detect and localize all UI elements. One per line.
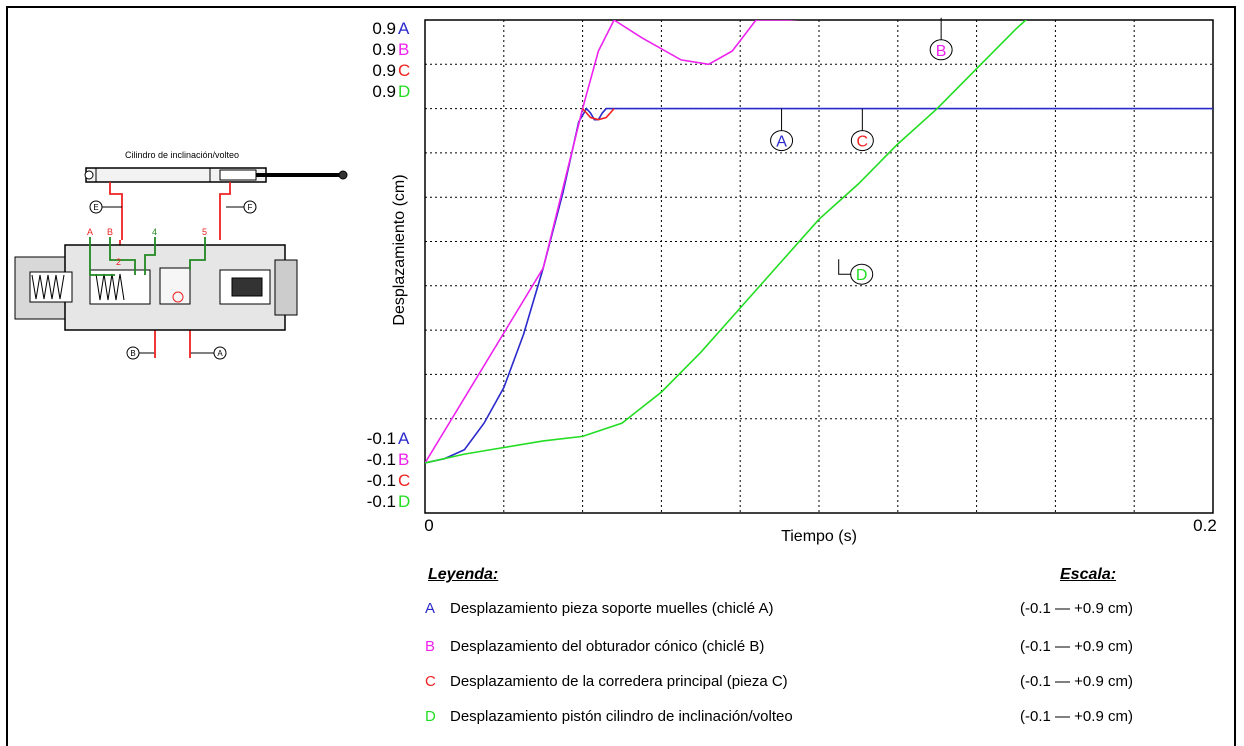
callout-bubble-A bbox=[770, 130, 794, 152]
legend-text-C: Desplazamiento de la corredera principal… bbox=[450, 673, 788, 690]
y-max-value-A: 0.9 bbox=[372, 19, 396, 38]
legend-title: Leyenda: bbox=[428, 566, 499, 583]
valve-diagram: Cilindro de inclinación/volteo E F bbox=[14, 150, 348, 360]
bubble-B-label: B bbox=[130, 349, 135, 358]
y-min-value-B: -0.1 bbox=[367, 450, 396, 469]
y-min-value-C: -0.1 bbox=[367, 471, 396, 490]
callout-label-D: D bbox=[856, 267, 868, 284]
tilt-cylinder bbox=[84, 167, 348, 183]
legend-scale-A: (-0.1 — +0.9 cm) bbox=[1020, 600, 1133, 617]
series-layer bbox=[425, 20, 1213, 464]
port-labels: A B 4 5 2 bbox=[87, 227, 207, 267]
series-line-D bbox=[425, 20, 1028, 464]
figure-frame bbox=[6, 6, 1236, 746]
y-min-letter-D: D bbox=[398, 492, 410, 511]
legend-item-A: A Desplazamiento pieza soporte muelles (… bbox=[420, 600, 1210, 620]
bubble-F-label: F bbox=[248, 203, 253, 212]
bubble-F: F bbox=[226, 200, 257, 214]
bubble-E: E bbox=[89, 200, 122, 214]
y-max-letter-C: C bbox=[398, 61, 410, 80]
legend-letter-C: C bbox=[425, 673, 436, 690]
y-max-value-C: 0.9 bbox=[372, 61, 396, 80]
legend-scale-D: (-0.1 — +0.9 cm) bbox=[1020, 708, 1133, 725]
legend-letter-B: B bbox=[425, 638, 436, 655]
chart-grid bbox=[425, 20, 1213, 513]
y-min-value-A: -0.1 bbox=[367, 429, 396, 448]
legend-text-B: Desplazamiento del obturador cónico (chi… bbox=[450, 638, 765, 655]
callout-label-B: B bbox=[936, 43, 947, 60]
y-axis-label: Desplazamiento (cm) bbox=[391, 174, 408, 325]
callout-bubble-D bbox=[850, 263, 874, 285]
legend-scale-B: (-0.1 — +0.9 cm) bbox=[1020, 638, 1133, 655]
bubble-E-label: E bbox=[93, 203, 98, 212]
callout-bubble-B bbox=[929, 39, 953, 61]
callout-layer: A C B D bbox=[770, 17, 953, 285]
y-min-letter-C: C bbox=[398, 471, 410, 490]
y-max-letter-A: A bbox=[398, 19, 410, 38]
inner-label-2: 2 bbox=[116, 257, 121, 267]
displacement-chart: A CBD 0.9 A0.9 B0.9 C0.9 D-0.1 A-0.1 B-0.1 C-0.1… bbox=[367, 17, 1217, 545]
diagram-title: Cilindro de inclinación/volteo bbox=[125, 150, 239, 160]
bubble-A: A bbox=[189, 345, 227, 360]
y-min-letter-B: B bbox=[398, 450, 409, 469]
scale-title: Escala: bbox=[1060, 566, 1117, 583]
bubble-B: B bbox=[126, 340, 156, 360]
callout-leader-D bbox=[838, 259, 851, 275]
x-axis-label: Tiempo (s) bbox=[781, 528, 857, 545]
callout-label-C: C bbox=[857, 134, 869, 151]
port-label-4: 4 bbox=[152, 227, 157, 237]
legend-text-A: Desplazamiento pieza soporte muelles (ch… bbox=[450, 600, 774, 617]
port-label-A: A bbox=[87, 227, 93, 237]
y-min-letter-A: A bbox=[398, 429, 410, 448]
series-line-B bbox=[425, 20, 799, 464]
y-min-value-D: -0.1 bbox=[367, 492, 396, 511]
legend-letter-D: D bbox=[425, 708, 436, 725]
x-tick-end: 0.2 bbox=[1193, 516, 1217, 535]
y-max-letter-B: B bbox=[398, 40, 409, 59]
legend-text-D: Desplazamiento pistón cilindro de inclin… bbox=[450, 708, 793, 725]
port-label-5: 5 bbox=[202, 227, 207, 237]
y-max-value-B: 0.9 bbox=[372, 40, 396, 59]
x-tick-start: 0 bbox=[424, 516, 433, 535]
legend-item-C: C Desplazamiento de la corredera princip… bbox=[420, 673, 1210, 693]
callout-label-A: A bbox=[776, 134, 787, 151]
y-max-value-D: 0.9 bbox=[372, 82, 396, 101]
legend-letter-A: A bbox=[425, 600, 436, 617]
legend-item-D: D Desplazamiento pistón cilindro de incl… bbox=[420, 708, 1210, 728]
green-circuit bbox=[89, 237, 206, 276]
axis-labels: 0.9 A0.9 B0.9 C0.9 D-0.1 A-0.1 B-0.1 C-0.1 D0 0.2… bbox=[367, 19, 1217, 545]
y-max-letter-D: D bbox=[398, 82, 410, 101]
legend-scale-C: (-0.1 — +0.9 cm) bbox=[1020, 673, 1133, 690]
series-line-C bbox=[582, 108, 615, 121]
legend: Leyenda: Escala: A Desplazamiento pieza … bbox=[420, 566, 1210, 735]
port-label-B: B bbox=[107, 227, 113, 237]
legend-item-B: B Desplazamiento del obturador cónico (c… bbox=[420, 638, 1210, 658]
callout-bubble-C bbox=[850, 130, 874, 152]
bubble-A-label: A bbox=[217, 349, 223, 358]
